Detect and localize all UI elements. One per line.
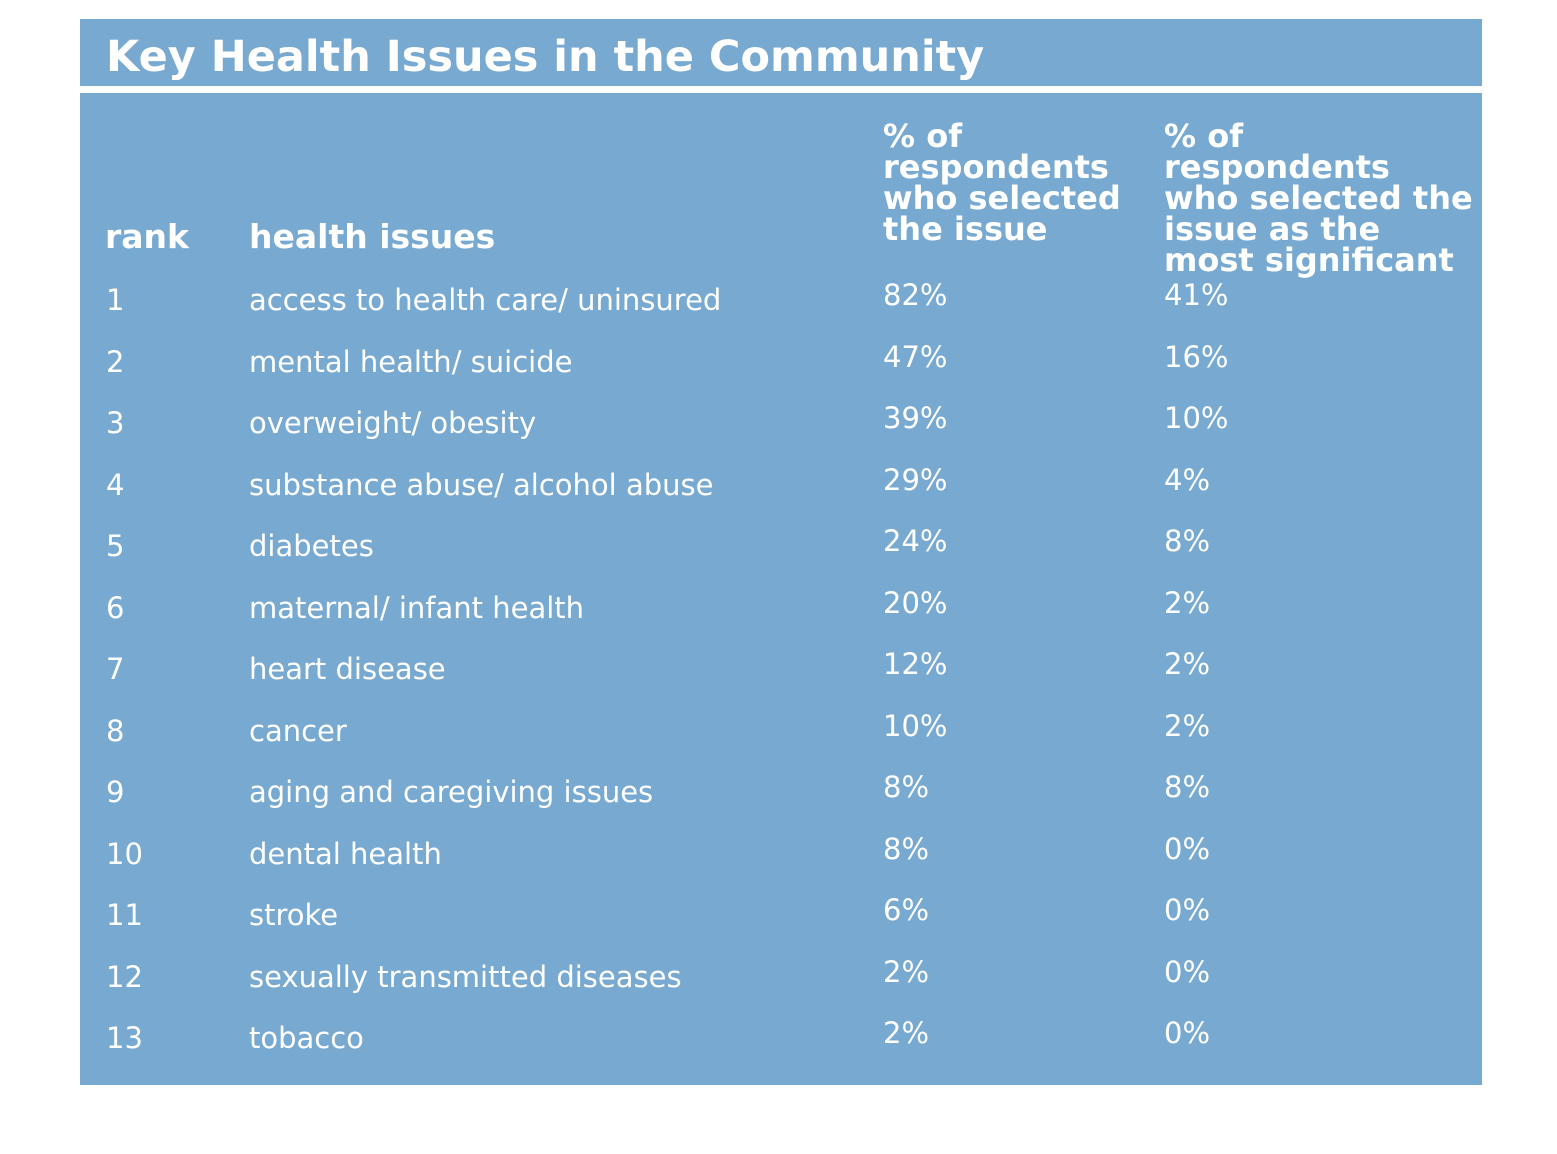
rank-cell: 2 [106,344,125,379]
pct-most-significant-cell: 0% [1164,1016,1211,1050]
rank-cell: 4 [106,467,125,502]
column-header-rank: rank [105,217,189,256]
pct-most-significant-cell: 0% [1164,954,1211,989]
pct-selected-cell: 8% [883,770,930,804]
pct-selected-cell: 2% [883,954,930,989]
pct-selected-cell: 20% [883,585,948,620]
health-issue-cell: stroke [249,898,339,932]
title-divider [80,86,1482,93]
page-title: Key Health Issues in the Community [106,32,985,82]
pct-selected-cell: 12% [883,647,948,681]
table-row: 9 aging and caregiving issues 8% 8% [80,770,1482,835]
health-issue-cell: diabetes [249,529,374,563]
rank-cell: 1 [106,283,125,317]
table-row: 3 overweight/ obesity 39% 10% [80,401,1482,466]
table-row: 7 heart disease 12% 2% [80,647,1482,712]
rank-cell: 8 [106,713,125,748]
pct-selected-cell: 29% [883,462,948,497]
pct-selected-cell: 39% [883,401,948,435]
table-row: 1 access to health care/ uninsured 82% 41% [80,278,1482,343]
pct-selected-cell: 82% [883,278,948,312]
pct-most-significant-cell: 0% [1164,831,1211,866]
pct-most-significant-cell: 4% [1164,462,1211,497]
table-row: 5 diabetes 24% 8% [80,524,1482,589]
column-header-health-issues: health issues [249,217,496,256]
health-issue-cell: dental health [249,836,442,871]
pct-most-significant-cell: 2% [1164,708,1211,743]
pct-most-significant-cell: 2% [1164,647,1211,681]
pct-selected-cell: 6% [883,893,930,927]
rank-cell: 12 [106,959,143,994]
rank-cell: 3 [106,406,125,440]
rank-cell: 13 [106,1021,143,1055]
table-row: 13 tobacco 2% 0% [80,1016,1482,1081]
rank-cell: 6 [106,590,125,625]
health-issue-cell: sexually transmitted diseases [249,959,682,994]
table-row: 11 stroke 6% 0% [80,893,1482,958]
pct-selected-cell: 24% [883,524,948,558]
table-row: 8 cancer 10% 2% [80,708,1482,774]
title-bar: Key Health Issues in the Community [80,19,1482,86]
pct-most-significant-cell: 8% [1164,770,1211,804]
pct-most-significant-cell: 0% [1164,893,1211,927]
pct-selected-cell: 47% [883,339,948,374]
pct-most-significant-cell: 41% [1164,278,1229,312]
pct-most-significant-cell: 10% [1164,401,1229,435]
pct-most-significant-cell: 2% [1164,585,1211,620]
pct-selected-cell: 2% [883,1016,930,1050]
health-issue-cell: aging and caregiving issues [249,775,654,809]
pct-selected-cell: 10% [883,708,948,743]
table-row: 2 mental health/ suicide 47% 16% [80,339,1482,405]
health-issue-cell: mental health/ suicide [249,344,573,379]
pct-selected-cell: 8% [883,831,930,866]
health-issue-cell: tobacco [249,1021,364,1055]
table-row: 12 sexually transmitted diseases 2% 0% [80,954,1482,1020]
table-body: 1 access to health care/ uninsured 82% 41% 2… [80,278,1482,1081]
rank-cell: 9 [106,775,125,809]
column-header-pct-selected: % of respondents who selected the issue [883,117,1121,248]
pct-most-significant-cell: 8% [1164,524,1211,558]
rank-cell: 5 [106,529,125,563]
table-row: 4 substance abuse/ alcohol abuse 29% 4% [80,462,1482,528]
rank-cell: 11 [106,898,143,932]
column-header-pct-most-significant: % of respondents who selected the issue … [1164,117,1473,279]
pct-most-significant-cell: 16% [1164,339,1229,374]
rank-cell: 7 [106,652,125,686]
health-issues-table-card: Key Health Issues in the Community rank … [80,19,1482,1085]
health-issue-cell: access to health care/ uninsured [249,283,722,317]
table-row: 10 dental health 8% 0% [80,831,1482,897]
health-issue-cell: heart disease [249,652,446,686]
health-issue-cell: cancer [249,713,347,748]
health-issue-cell: substance abuse/ alcohol abuse [249,467,714,502]
rank-cell: 10 [106,836,143,871]
health-issue-cell: maternal/ infant health [249,590,585,625]
table-row: 6 maternal/ infant health 20% 2% [80,585,1482,651]
health-issue-cell: overweight/ obesity [249,406,537,440]
